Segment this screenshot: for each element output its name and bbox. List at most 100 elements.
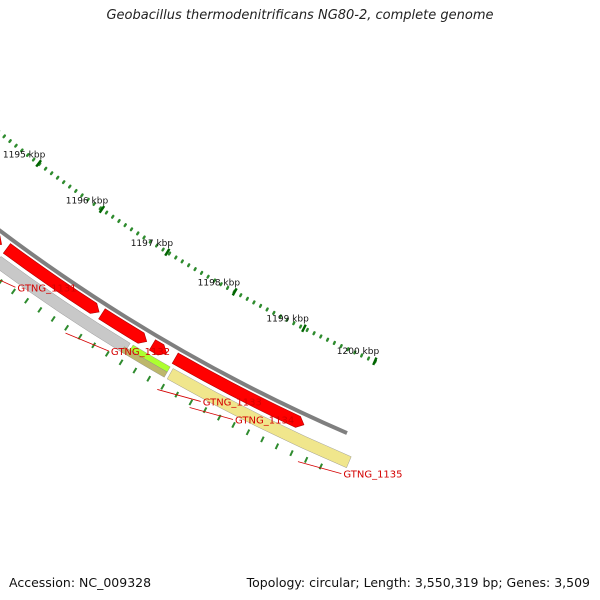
scale-dot	[8, 139, 12, 144]
scale-dot	[148, 239, 153, 244]
gene-GTNG_1132	[0, 256, 131, 354]
forward-cds-5	[98, 308, 148, 344]
gene-GTNG_1134	[120, 346, 168, 378]
scale-dot	[142, 235, 146, 240]
scale-dot	[74, 188, 78, 193]
scale-dot	[245, 296, 249, 301]
scale-dot	[174, 255, 178, 260]
scale-dot	[92, 201, 96, 207]
outer-tick	[260, 436, 265, 443]
kbp-tick-1199	[301, 324, 307, 333]
outer-tick	[64, 324, 70, 331]
outer-tick	[37, 306, 43, 313]
scale-dot	[80, 193, 84, 198]
topology-summary: Topology: circular; Length: 3,550,319 bp…	[246, 575, 590, 590]
outer-tick	[10, 288, 17, 295]
scale-dot	[332, 340, 336, 346]
scale-dot	[180, 259, 184, 264]
scale-dot	[312, 331, 316, 336]
scale-dot	[199, 270, 204, 275]
scale-dot	[167, 251, 172, 256]
scale-dot	[136, 231, 140, 236]
scale-dot	[98, 206, 103, 211]
outer-tick	[160, 383, 166, 390]
leader-GTNG_1133	[157, 389, 201, 402]
outer-tick	[318, 463, 323, 470]
scale-dot	[252, 300, 256, 305]
scale-dot	[206, 274, 210, 279]
outer-tick	[118, 359, 124, 366]
forward-cds-6	[148, 339, 167, 356]
backbone-ring	[0, 228, 348, 435]
outer-tick	[289, 450, 294, 457]
kbp-label-1198: 1198 kbp	[198, 278, 241, 288]
scale-dot	[129, 227, 134, 232]
outer-tick	[146, 375, 152, 382]
kbp-label-1200: 1200 kbp	[337, 347, 380, 357]
scale-dot	[186, 263, 191, 268]
genome-title: Geobacillus thermodenitrificans NG80-2, …	[106, 8, 494, 23]
scale-dot	[123, 223, 127, 228]
outer-tick	[231, 421, 236, 429]
outer-tick	[50, 315, 56, 322]
scale-dot	[43, 166, 48, 171]
kbp-tick-1197	[164, 248, 171, 257]
scale-dot	[49, 171, 54, 176]
scale-dot	[366, 356, 371, 361]
scale-dot	[161, 247, 165, 252]
kbp-tick-1198	[231, 287, 238, 296]
scale-dot	[285, 317, 289, 322]
kbp-tick-1196	[98, 205, 106, 214]
leader-GTNG_1131	[0, 279, 16, 288]
outer-tick	[24, 297, 30, 304]
scale-dot	[25, 153, 30, 157]
kbp-label-1196: 1196 kbp	[66, 196, 109, 206]
scale-dot	[193, 267, 197, 272]
scale-dot	[14, 143, 18, 148]
outer-tick	[274, 443, 280, 450]
gene-label-GTNG_1133: GTNG_1133	[203, 397, 262, 408]
scale-dot	[258, 303, 263, 309]
kbp-label-1195: 1195 kbp	[3, 151, 46, 161]
scale-dot	[31, 157, 36, 162]
scale-dot	[86, 197, 90, 202]
scale-dot	[2, 134, 7, 139]
outer-tick	[91, 342, 97, 349]
scale-dot	[292, 321, 296, 326]
scale-dot	[219, 282, 223, 287]
scale-dot	[265, 307, 269, 312]
scale-dot	[339, 343, 343, 349]
scale-dot	[346, 347, 350, 352]
outer-tick	[245, 429, 251, 436]
gene-label-GTNG_1132: GTNG_1132	[111, 347, 170, 358]
scale-dot	[272, 310, 276, 316]
scale-dot	[117, 218, 121, 224]
scale-dot	[110, 214, 115, 219]
leader-GTNG_1134	[189, 407, 234, 420]
scale-dot	[360, 353, 364, 358]
scale-dot	[298, 324, 303, 329]
scale-dot	[319, 334, 323, 339]
leader-GTNG_1132	[65, 332, 110, 352]
scale-dot	[67, 184, 72, 189]
kbp-tick-1195	[35, 159, 43, 168]
accession-text: Accession: NC_009328	[9, 575, 152, 590]
leader-GTNG_1135	[297, 461, 342, 475]
gene-label-GTNG_1134: GTNG_1134	[235, 415, 294, 426]
scale-dot	[305, 327, 309, 333]
scale-dot	[55, 175, 60, 180]
forward-cds-7	[171, 352, 305, 428]
gene-GTNG_1135	[166, 368, 352, 469]
scale-dot	[104, 210, 109, 215]
gene-label-GTNG_1135: GTNG_1135	[343, 470, 402, 481]
kbp-label-1199: 1199 kbp	[266, 314, 309, 324]
scale-dot	[154, 243, 159, 248]
outer-tick	[104, 350, 110, 357]
forward-cds-4	[2, 243, 100, 314]
forward-cds-3	[0, 235, 2, 245]
scale-dot	[61, 180, 66, 185]
outer-tick	[188, 399, 194, 406]
scale-dot	[353, 350, 357, 355]
gene-label-GTNG_1131: GTNG_1131	[17, 283, 76, 294]
